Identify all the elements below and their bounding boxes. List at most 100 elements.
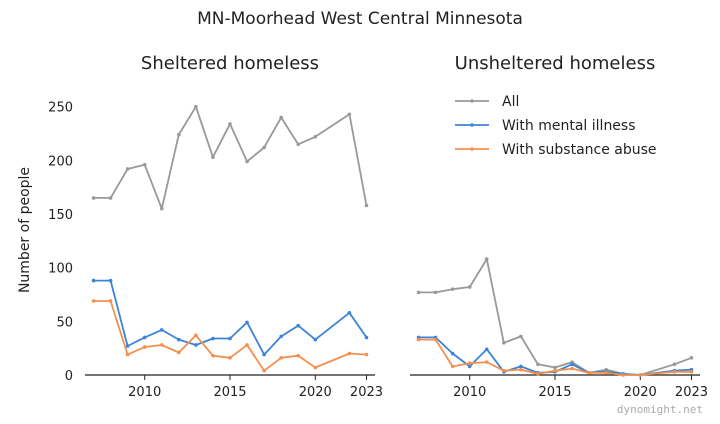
unsheltered-series-0-point-14: [672, 362, 677, 367]
sheltered-series-0-point-11: [279, 115, 283, 120]
sheltered-series-line-0: [93, 105, 368, 210]
sheltered-series-1-point-0: [91, 278, 96, 283]
chart-legend: All With mental illness With substance abu…: [455, 94, 657, 158]
unsheltered-x-tick-label-3: 2023: [675, 385, 708, 400]
unsheltered-panel: Unsheltered homeless 2010 2015 2020 2023: [410, 53, 708, 400]
sheltered-series-1-point-2: [125, 344, 130, 348]
sheltered-series-1-point-5: [177, 337, 181, 342]
unsheltered-x-tick-label-0: 2010: [453, 385, 486, 400]
sheltered-series-0-point-9: [245, 159, 249, 164]
legend-label-0: All: [502, 94, 519, 110]
watermark: dynomight.net: [617, 403, 703, 416]
sheltered-series-0-point-0: [91, 196, 96, 200]
sheltered-series-2-point-11: [279, 356, 283, 360]
sheltered-series-line-1: [93, 279, 368, 356]
sheltered-series-1-point-10: [262, 352, 266, 357]
unsheltered-x-tick-label-2: 2020: [624, 385, 657, 400]
unsheltered-series-0-point-2: [450, 287, 455, 291]
sheltered-series-2-point-8: [228, 356, 232, 360]
sheltered-series-1-point-13: [313, 337, 318, 342]
sheltered-title: Sheltered homeless: [141, 53, 319, 74]
unsheltered-series-0-point-8: [553, 365, 557, 370]
sheltered-y-tick-label-5: 250: [48, 101, 73, 116]
sheltered-series-2-point-14: [347, 351, 352, 356]
unsheltered-series-2-point-12: [621, 373, 626, 377]
sheltered-series-0-point-15: [364, 203, 369, 208]
sheltered-series-0-point-6: [194, 104, 198, 109]
legend-label-1: With mental illness: [502, 118, 636, 134]
sheltered-series-0-point-3: [142, 162, 147, 167]
sheltered-series-2-point-10: [262, 368, 266, 373]
y-axis-label: Number of people: [17, 167, 33, 293]
sheltered-series-2-point-13: [313, 365, 318, 370]
sheltered-series-1-point-12: [296, 323, 301, 328]
legend-marker-2: [470, 147, 474, 151]
sheltered-series-0-point-2: [125, 167, 130, 171]
sheltered-series-1-point-15: [364, 335, 369, 340]
sheltered-series-0-point-12: [296, 142, 301, 147]
sheltered-series-1-point-3: [142, 335, 147, 340]
sheltered-series-2-point-9: [245, 343, 249, 347]
unsheltered-series-2-point-4: [484, 360, 489, 364]
unsheltered-series-2-point-11: [604, 371, 608, 375]
legend-label-2: With substance abuse: [502, 142, 657, 158]
unsheltered-series-2-point-2: [450, 364, 455, 369]
unsheltered-series-0-point-0: [416, 290, 421, 295]
unsheltered-series-2-point-15: [689, 369, 694, 374]
unsheltered-series-2-point-1: [433, 337, 438, 342]
unsheltered-x-tick-label-1: 2015: [538, 385, 571, 400]
sheltered-x-tick-label-1: 2015: [213, 385, 246, 400]
sheltered-series-2-point-15: [364, 352, 369, 357]
sheltered-panel: Sheltered homeless Number of people 2010…: [17, 53, 383, 400]
unsheltered-series-0-point-15: [689, 356, 694, 360]
unsheltered-series-0-point-7: [536, 362, 540, 367]
sheltered-series-2-point-0: [91, 299, 96, 303]
unsheltered-series-2-point-9: [570, 366, 574, 371]
unsheltered-title: Unsheltered homeless: [455, 53, 656, 74]
sheltered-y-tick-label-2: 100: [48, 262, 73, 277]
sheltered-series-1-point-11: [279, 334, 283, 339]
unsheltered-series-2-point-8: [553, 368, 557, 373]
unsheltered-series-2-point-14: [672, 369, 677, 374]
unsheltered-series-0-point-5: [502, 341, 506, 345]
sheltered-series-1-point-8: [228, 336, 232, 341]
sheltered-y-tick-label-3: 150: [48, 208, 73, 223]
sheltered-series-1-point-1: [108, 278, 113, 283]
unsheltered-series-2-point-5: [502, 368, 506, 373]
unsheltered-series-2-point-6: [519, 367, 523, 372]
sheltered-series-1-point-14: [347, 310, 352, 315]
sheltered-series-2-point-1: [108, 299, 113, 303]
unsheltered-series-1-point-3: [467, 364, 472, 369]
sheltered-series-0-point-14: [347, 112, 352, 117]
sheltered-series-0-point-10: [262, 145, 266, 150]
unsheltered-series-2-point-10: [587, 371, 591, 375]
unsheltered-series-line-2: [418, 338, 692, 376]
sheltered-series-2-point-3: [142, 345, 147, 349]
sheltered-series-0-point-1: [108, 196, 113, 200]
sheltered-x-tick-label-0: 2010: [128, 385, 161, 400]
sheltered-y-tick-label-1: 50: [56, 315, 73, 330]
sheltered-x-tick-label-2: 2020: [299, 385, 332, 400]
chart-suptitle: MN-Moorhead West Central Minnesota: [197, 9, 523, 29]
unsheltered-series-1-point-6: [519, 364, 523, 369]
unsheltered-series-2-point-0: [416, 337, 421, 342]
unsheltered-series-0-point-3: [467, 285, 472, 289]
unsheltered-series-0-point-6: [519, 334, 523, 339]
sheltered-x-tick-label-3: 2023: [350, 385, 383, 400]
sheltered-series-2-point-5: [177, 350, 181, 355]
unsheltered-series-0-point-4: [484, 257, 489, 261]
sheltered-series-1-point-6: [194, 343, 198, 347]
sheltered-series-1-point-4: [159, 328, 164, 332]
sheltered-series-0-point-4: [159, 206, 164, 211]
sheltered-y-tick-label-4: 200: [48, 154, 73, 169]
unsheltered-series-0-point-1: [433, 290, 438, 295]
sheltered-series-2-point-12: [296, 353, 301, 358]
sheltered-y-tick-label-0: 0: [65, 369, 73, 384]
sheltered-series-0-point-13: [313, 134, 318, 139]
sheltered-series-1-point-9: [245, 320, 249, 325]
sheltered-series-0-point-8: [228, 122, 232, 126]
sheltered-series-0-point-5: [177, 132, 181, 137]
unsheltered-series-1-point-2: [450, 351, 455, 356]
